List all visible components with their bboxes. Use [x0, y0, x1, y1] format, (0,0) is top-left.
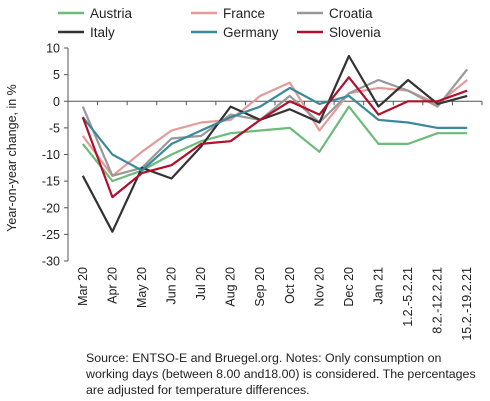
- series-line-austria: [81, 105, 468, 183]
- x-tick-label: Oct 20: [283, 267, 297, 304]
- x-tick-label: Jan 21: [372, 267, 386, 305]
- y-axis-label: Year-on-year change, in %: [5, 84, 19, 232]
- y-tick-label: 0: [53, 95, 60, 109]
- x-tick-label: Dec 20: [342, 267, 356, 307]
- x-tick-label: Sep 20: [253, 267, 267, 307]
- series-line-germany: [81, 86, 468, 172]
- y-tick-label: 5: [53, 68, 60, 82]
- y-axis: 10 5 0 -5 -10 -15 -20 -25 -30: [42, 42, 69, 269]
- x-axis: Mar 20 Apr 20 May 20 Jun 20 Jul 20 Aug 20 Sep …: [67, 100, 483, 341]
- x-tick-label: Jul 20: [194, 267, 208, 300]
- legend-label: Slovenia: [329, 25, 381, 40]
- y-tick-label: -25: [42, 228, 60, 242]
- x-tick-label: Nov 20: [312, 267, 326, 307]
- x-tick-label: 8.2.-12.2.21: [431, 267, 445, 334]
- y-tick-label: -5: [49, 121, 60, 135]
- line-chart: Austria France Croatia Italy Germany Slovenia…: [5, 6, 483, 341]
- x-tick-label: Mar 20: [76, 267, 90, 306]
- x-tick-label: Jun 20: [165, 267, 179, 305]
- y-tick-label: -10: [42, 148, 60, 162]
- series-line-italy: [81, 54, 468, 233]
- y-tick-label: 10: [46, 42, 60, 56]
- y-tick-label: -20: [42, 201, 60, 215]
- legend-label: Germany: [223, 25, 279, 40]
- legend-label: Italy: [90, 25, 115, 40]
- x-tick-label: Aug 20: [224, 267, 238, 307]
- series-line-france: [81, 79, 468, 177]
- chart-legend: Austria France Croatia Italy Germany Slovenia: [58, 6, 381, 40]
- x-tick-label: 1.2.-5.2.21: [401, 267, 415, 327]
- series-line-croatia: [81, 68, 469, 177]
- plot-area: [81, 54, 469, 233]
- x-tick-label: Apr 20: [105, 267, 119, 304]
- x-tick-label: 15.2.-19.2.21: [460, 267, 474, 341]
- y-tick-label: -30: [42, 255, 60, 269]
- legend-label: France: [223, 6, 265, 21]
- legend-label: Austria: [90, 6, 133, 21]
- source-note: Source: ENTSO-E and Bruegel.org. Notes: …: [86, 351, 476, 397]
- legend-label: Croatia: [329, 6, 373, 21]
- x-tick-label: May 20: [135, 267, 149, 308]
- series-line-slovenia: [81, 76, 468, 199]
- y-tick-label: -15: [42, 175, 60, 189]
